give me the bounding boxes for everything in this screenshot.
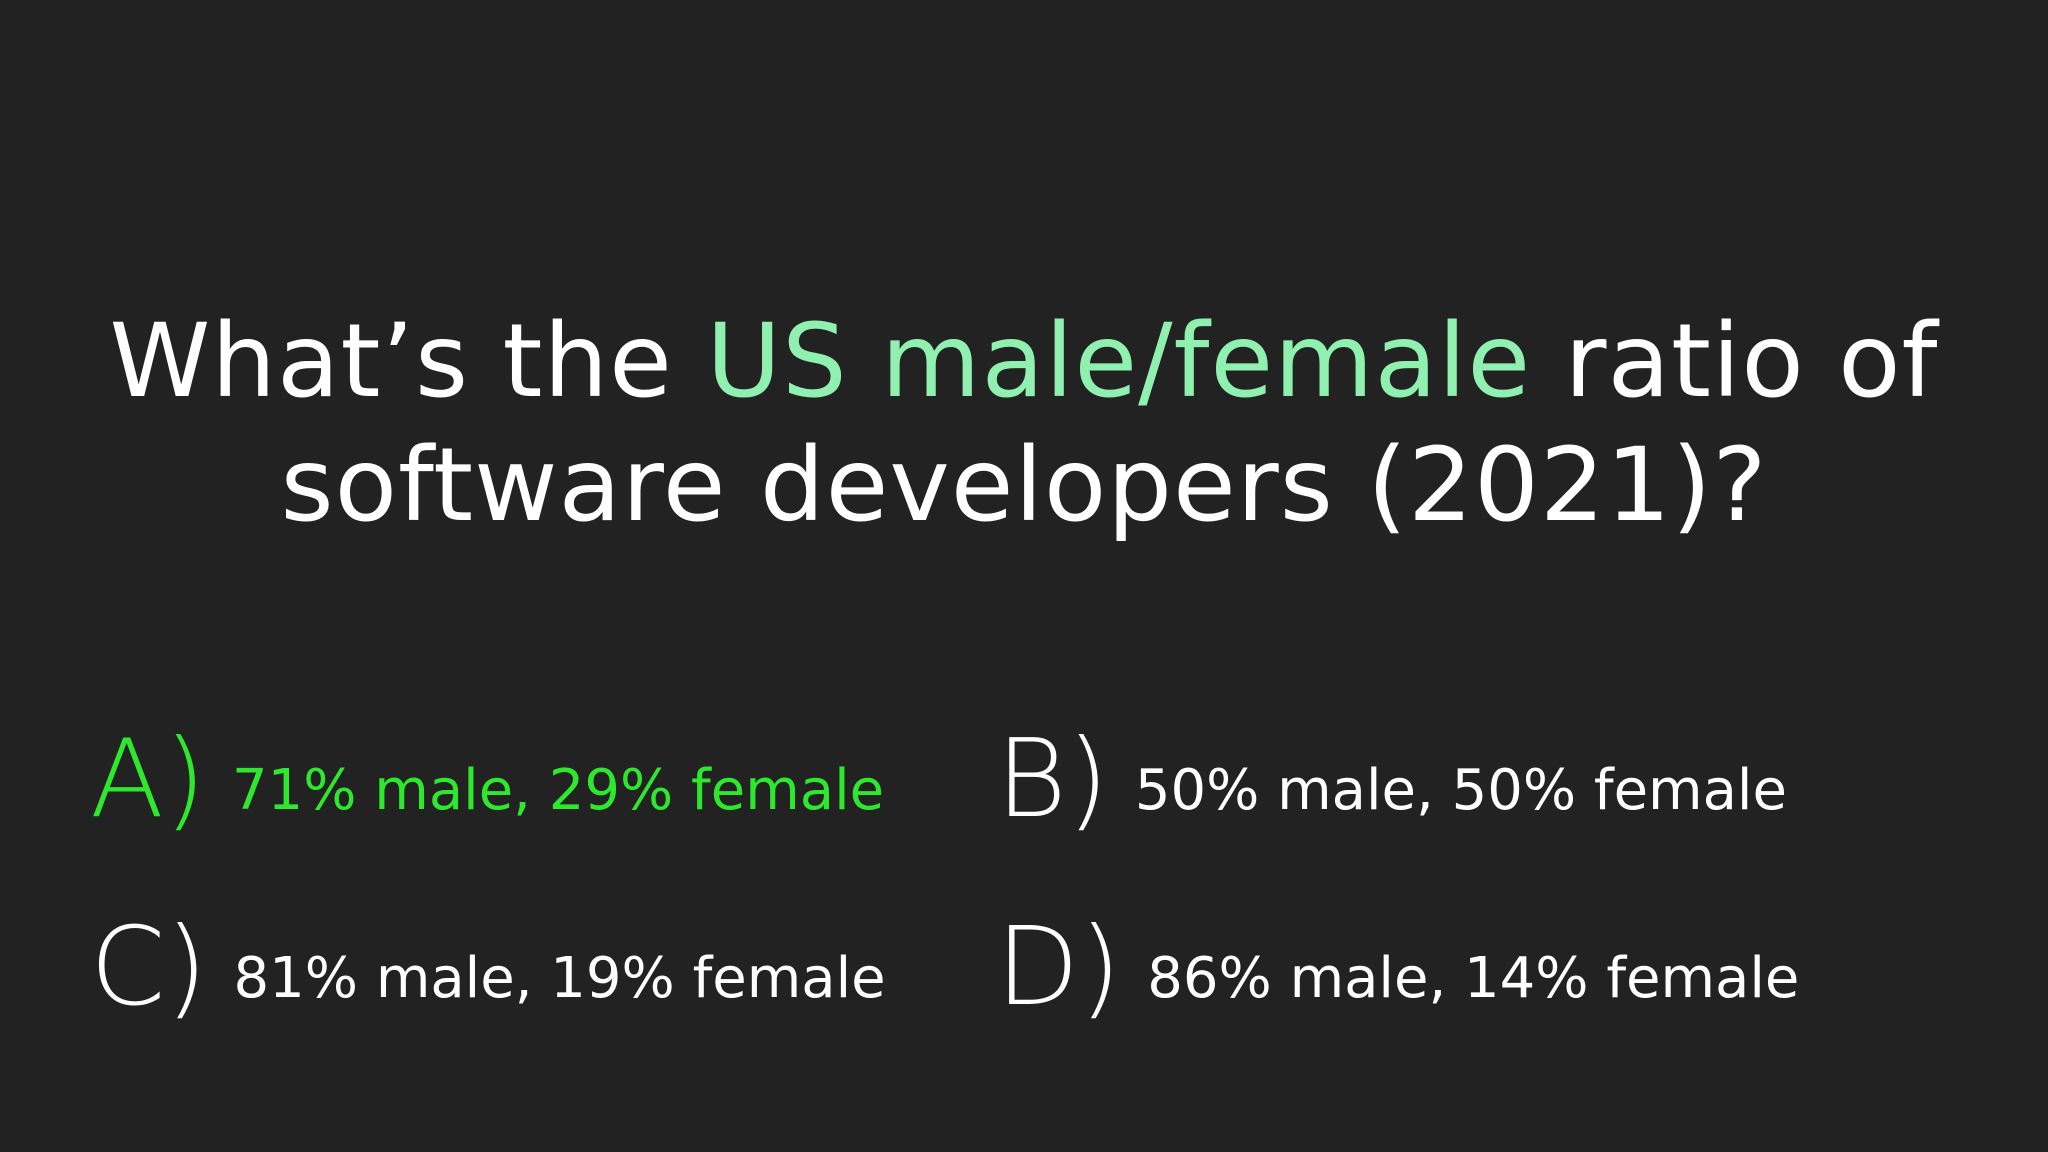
question-heading: What’s the US male/female ratio of softw… bbox=[0, 300, 2048, 548]
option-c-text: 81% male, 19% female bbox=[233, 946, 886, 1011]
question-highlight: US male/female bbox=[706, 302, 1532, 421]
option-a: A) 71% male, 29% female bbox=[90, 720, 884, 840]
option-b-text: 50% male, 50% female bbox=[1134, 758, 1787, 823]
option-b-letter: B) bbox=[996, 717, 1109, 842]
question-text-before: What’s the bbox=[109, 302, 707, 421]
option-d: D) 86% male, 14% female bbox=[996, 908, 1799, 1028]
question-line-2: software developers (2021)? bbox=[280, 426, 1768, 545]
question-line-1: What’s the US male/female ratio of bbox=[0, 300, 2048, 424]
option-d-text: 86% male, 14% female bbox=[1147, 946, 1800, 1011]
option-d-letter: D) bbox=[996, 905, 1122, 1030]
option-b: B) 50% male, 50% female bbox=[996, 720, 1787, 840]
question-text-after: ratio of bbox=[1531, 302, 1939, 421]
option-c: C) 81% male, 19% female bbox=[90, 908, 886, 1028]
option-a-text: 71% male, 29% female bbox=[232, 758, 885, 823]
option-c-letter: C) bbox=[90, 905, 208, 1030]
option-a-letter: A) bbox=[90, 717, 207, 842]
